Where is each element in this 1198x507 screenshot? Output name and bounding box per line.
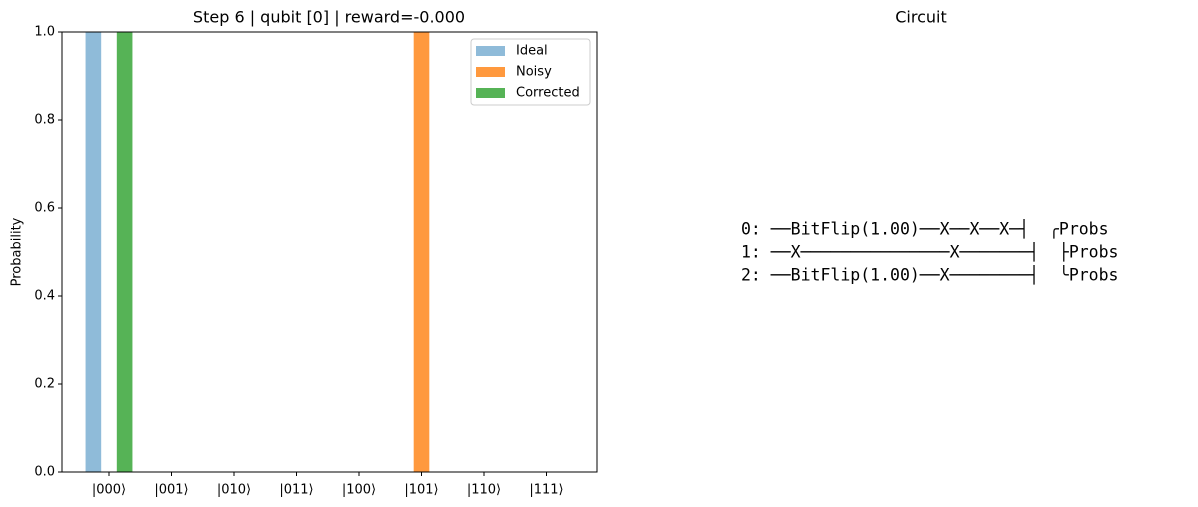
legend: Ideal Noisy Corrected [470,38,591,106]
bar [116,32,133,472]
y-tick-label: 0.0 [34,465,55,480]
legend-swatch [476,46,505,56]
x-tick-label: |011⟩ [279,483,313,498]
legend-label: Ideal [516,44,548,59]
y-tick-label: 0.2 [34,377,55,392]
bar [85,32,102,472]
y-tick-label: 0.8 [34,113,55,128]
legend-swatch [476,67,505,77]
x-tick-label: |000⟩ [92,483,126,498]
circuit-line: 2: ──BitFlip(1.00)──X────────┤ ╰Probs [741,265,1119,286]
legend-label: Noisy [516,65,552,80]
y-tick-label: 1.0 [34,25,55,40]
x-tick-label: |111⟩ [529,483,563,498]
axes-frame [61,31,598,473]
y-axis-label: Probability [10,217,25,286]
circuit-line: 1: ──X───────────────X───────┤ ├Probs [741,242,1119,263]
circuit-line: 0: ──BitFlip(1.00)──X──X──X─┤ ╭Probs [741,219,1109,240]
y-tick-label: 0.6 [34,201,55,216]
legend-swatch [476,88,505,98]
x-tick-label: |101⟩ [404,483,438,498]
chart-title: Step 6 | qubit [0] | reward=-0.000 [193,8,465,27]
x-tick-label: |010⟩ [217,483,251,498]
legend-label: Corrected [516,86,580,101]
x-tick-label: |110⟩ [467,483,501,498]
x-tick-label: |100⟩ [342,483,376,498]
bar [413,32,430,472]
x-tick-label: |001⟩ [154,483,188,498]
circuit-title: Circuit [895,8,947,27]
y-tick-label: 0.4 [34,289,55,304]
